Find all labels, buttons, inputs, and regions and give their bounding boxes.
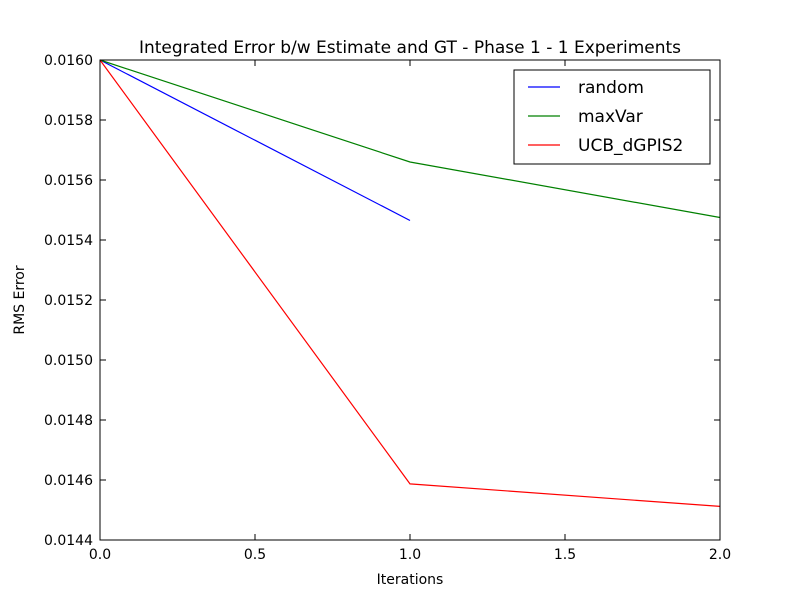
plot-frame	[99, 59, 721, 541]
x-tick-label: 0.5	[244, 547, 266, 563]
x-tick-label: 1.5	[554, 547, 576, 563]
tick-layer: 0.0 0.5 1.0 1.5 2.0 0.0144 0.0146 0.0148 0.0150 0…	[44, 53, 731, 563]
series-line-maxvar	[99, 59, 721, 219]
legend-label: UCB_dGPIS2	[578, 136, 683, 156]
legend: random maxVar UCB_dGPIS2	[513, 69, 711, 165]
x-tick-label: 2.0	[709, 547, 731, 563]
y-tick-label: 0.0158	[44, 113, 93, 129]
y-tick-label: 0.0144	[44, 533, 93, 549]
chart-title: Integrated Error b/w Estimate and GT - P…	[139, 38, 681, 58]
y-tick-label: 0.0160	[44, 53, 93, 69]
series-layer	[99, 59, 721, 507]
y-tick-label: 0.0150	[44, 353, 93, 369]
x-tick-label: 0.0	[89, 547, 111, 563]
legend-label: random	[578, 78, 644, 98]
x-tick-label: 1.0	[399, 547, 421, 563]
y-tick-label: 0.0146	[44, 473, 93, 489]
plot-area: 0.0 0.5 1.0 1.5 2.0 0.0144 0.0146 0.0148 0.0150 0…	[44, 53, 731, 563]
x-axis-label: Iterations	[377, 572, 444, 588]
y-tick-label: 0.0154	[44, 233, 93, 249]
y-tick-label: 0.0152	[44, 293, 93, 309]
series-line-random	[99, 59, 411, 222]
legend-frame	[513, 69, 711, 165]
series-line-ucb-dgpis2	[99, 59, 721, 507]
legend-label: maxVar	[578, 107, 643, 127]
y-tick-label: 0.0148	[44, 413, 93, 429]
y-axis-label: RMS Error	[12, 265, 28, 335]
y-tick-label: 0.0156	[44, 173, 93, 189]
